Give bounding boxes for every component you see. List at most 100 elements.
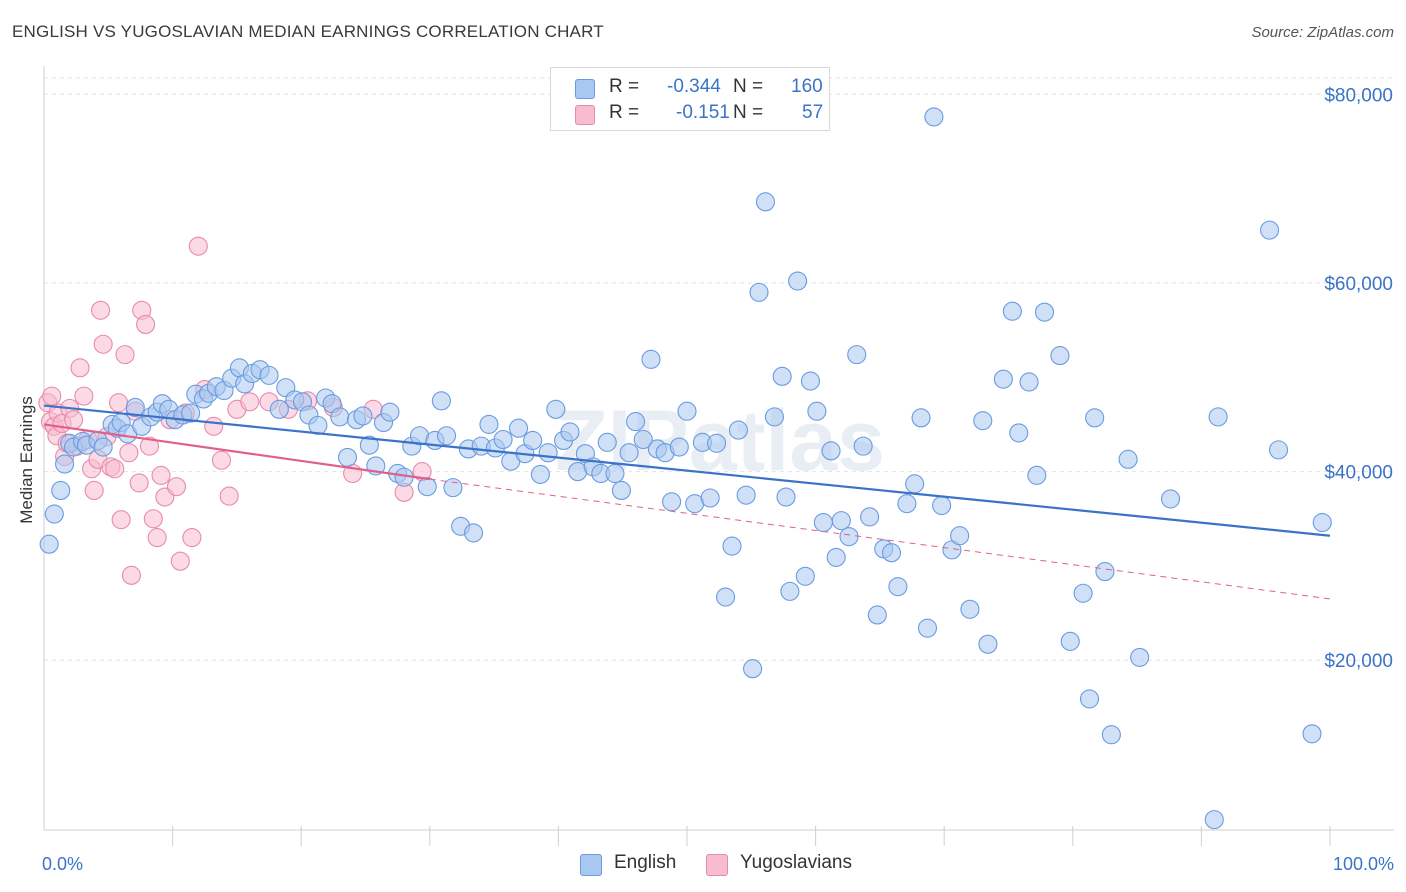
english-point xyxy=(1269,440,1289,460)
yugoslavians-point xyxy=(143,509,163,529)
english-point xyxy=(417,477,437,497)
english-point xyxy=(55,454,75,474)
english-point xyxy=(538,443,558,463)
english-point xyxy=(722,536,742,556)
source-label: Source: ZipAtlas.com xyxy=(1251,24,1394,41)
english-point xyxy=(831,511,851,531)
yugoslavians-point xyxy=(170,551,190,571)
y-tick-label: $20,000 xyxy=(1324,651,1393,672)
yugoslavians-point xyxy=(204,416,224,436)
yugoslavians-swatch xyxy=(575,105,595,125)
english-point xyxy=(1118,449,1138,469)
english-point xyxy=(897,494,917,514)
yugoslavians-point xyxy=(211,450,232,470)
english-point xyxy=(888,577,908,597)
yugoslavians-point xyxy=(182,528,202,548)
n-label: N = xyxy=(733,76,764,97)
yugoslavians-point xyxy=(64,410,84,430)
english-point xyxy=(523,430,543,451)
stats-legend: R = -0.344 N = 160 R = -0.151 N = 57 xyxy=(550,67,830,131)
yugoslavians-point xyxy=(42,386,62,406)
english-swatch xyxy=(575,79,595,99)
r-label: R = xyxy=(609,102,640,123)
yugoslavians-point xyxy=(91,300,111,320)
yugoslavians-point xyxy=(136,314,156,334)
english-point xyxy=(853,436,873,456)
english-point xyxy=(611,480,631,500)
english-point xyxy=(743,659,763,679)
yugoslavians-point xyxy=(84,480,104,500)
yugoslavians-point xyxy=(105,459,125,479)
yugoslavians-point xyxy=(119,443,139,463)
english-trend-line xyxy=(43,404,1331,537)
english-point xyxy=(839,527,859,547)
english-point xyxy=(1034,302,1055,322)
english-point xyxy=(716,587,736,607)
yugoslavians-point xyxy=(74,386,94,406)
english-point xyxy=(993,369,1013,389)
english-point xyxy=(380,402,400,422)
english-point xyxy=(776,487,796,507)
english-point xyxy=(911,408,931,428)
english-point xyxy=(493,429,513,450)
english-point xyxy=(755,192,775,212)
english-point xyxy=(1002,301,1022,321)
english-point xyxy=(736,485,756,505)
english-point xyxy=(917,618,938,638)
y-tick-label: $40,000 xyxy=(1324,463,1393,484)
english-r-value: -0.344 xyxy=(667,76,721,97)
english-point xyxy=(181,403,201,423)
y-tick-labels: $20,000 $40,000 $60,000 $80,000 xyxy=(1324,85,1393,672)
english-point xyxy=(847,345,867,365)
english-point xyxy=(867,605,887,625)
english-point xyxy=(269,399,289,419)
yugoslavians-point xyxy=(109,393,129,413)
english-point xyxy=(39,534,59,554)
yugoslavians-trend-line xyxy=(43,423,430,481)
english-point xyxy=(1027,465,1047,485)
english-point xyxy=(619,443,639,463)
english-point xyxy=(707,433,727,453)
english-point xyxy=(530,464,550,484)
english-point xyxy=(633,429,653,450)
english-point xyxy=(1302,724,1322,744)
english-point xyxy=(508,418,529,438)
english-point xyxy=(1204,810,1224,830)
english-n-value: 160 xyxy=(791,76,823,97)
english-point xyxy=(662,492,682,512)
english-swatch xyxy=(580,854,602,876)
english-point xyxy=(700,488,720,508)
english-point xyxy=(626,412,646,432)
english-point xyxy=(1019,372,1039,392)
chart-title: ENGLISH VS YUGOSLAVIAN MEDIAN EARNINGS C… xyxy=(12,22,604,41)
y-axis-label: Median Earnings xyxy=(17,396,36,524)
english-point xyxy=(330,407,350,427)
yugoslavians-point xyxy=(93,334,113,354)
yugoslavians-point xyxy=(147,528,167,548)
english-point xyxy=(1085,408,1105,428)
english-point xyxy=(546,399,566,419)
english-point xyxy=(669,437,689,457)
english-point xyxy=(1160,489,1181,509)
english-point xyxy=(788,271,808,291)
english-point xyxy=(1130,647,1150,667)
english-point xyxy=(800,371,821,391)
english-point xyxy=(807,401,827,421)
english-point xyxy=(51,480,71,500)
english-point xyxy=(978,634,998,654)
english-point xyxy=(463,523,484,543)
r-label: R = xyxy=(609,76,640,97)
yugoslavians-point xyxy=(115,345,135,365)
english-point xyxy=(1009,423,1029,443)
english-point xyxy=(749,282,769,302)
yugoslavians-point xyxy=(188,236,208,256)
x-tick-label-right: 100.0% xyxy=(1333,854,1394,874)
yugoslavians-trend-extension xyxy=(429,478,1331,600)
english-point xyxy=(1060,631,1080,651)
axes xyxy=(43,66,1394,846)
english-point xyxy=(44,504,64,524)
yugoslavians-swatch xyxy=(706,854,728,876)
english-point xyxy=(881,543,902,563)
yugoslavians-point xyxy=(139,436,160,456)
